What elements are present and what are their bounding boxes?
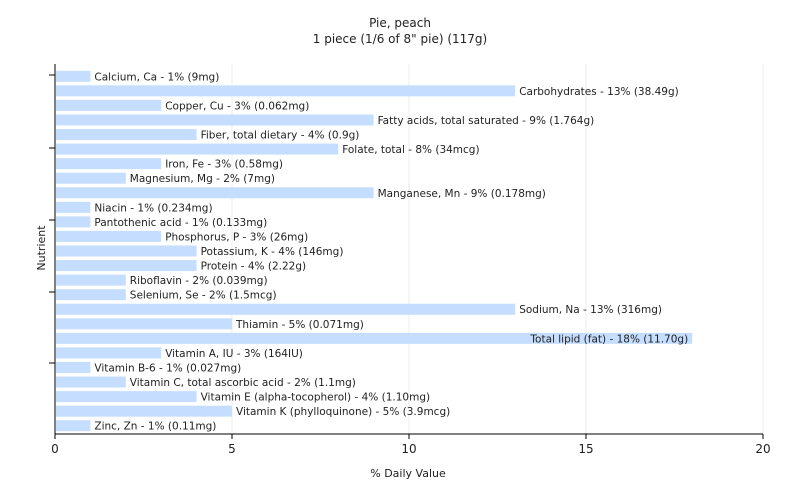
bar-label: Vitamin C, total ascorbic acid - 2% (1.1…: [130, 377, 356, 389]
bar: [56, 129, 197, 141]
bar-label: Phosphorus, P - 3% (26mg): [165, 231, 308, 243]
bar: [56, 332, 693, 344]
x-axis-title: % Daily Value: [370, 467, 446, 480]
bar-label: Vitamin A, IU - 3% (164IU): [165, 348, 303, 360]
bar-label: Sodium, Na - 13% (316mg): [519, 304, 662, 316]
bar-label: Total lipid (fat) - 18% (11.70g): [529, 333, 688, 345]
bar-label: Vitamin E (alpha-tocopherol) - 4% (1.10m…: [201, 392, 431, 404]
bar: [56, 289, 126, 301]
bar: [56, 99, 162, 111]
bar: [56, 318, 232, 330]
bar: [56, 158, 162, 170]
bar: [56, 143, 339, 155]
bar-label: Folate, total - 8% (34mcg): [342, 144, 479, 156]
bar-label: Carbohydrates - 13% (38.49g): [519, 86, 679, 98]
bar: [56, 187, 374, 199]
bar-label: Protein - 4% (2.22g): [201, 261, 307, 273]
bar-label: Fiber, total dietary - 4% (0.9g): [201, 130, 360, 142]
bar-label: Potassium, K - 4% (146mg): [201, 246, 344, 258]
chart-title: Pie, peach: [369, 16, 431, 30]
bar-label: Thiamin - 5% (0.071mg): [235, 319, 364, 331]
bars: Calcium, Ca - 1% (9mg) Carbohydrates - 13…: [56, 70, 693, 433]
bar-label: Zinc, Zn - 1% (0.11mg): [94, 421, 216, 433]
bar-label: Fatty acids, total saturated - 9% (1.764…: [378, 115, 595, 127]
bar-label: Magnesium, Mg - 2% (7mg): [130, 173, 275, 185]
bar: [56, 260, 197, 272]
bar-label: Vitamin K (phylloquinone) - 5% (3.9mcg): [236, 406, 450, 418]
bar: [56, 114, 374, 126]
bar: [56, 376, 126, 388]
bar: [56, 201, 91, 213]
bar-label: Copper, Cu - 3% (0.062mg): [165, 100, 309, 112]
bar: [56, 274, 126, 286]
bar-label: Pantothenic acid - 1% (0.133mg): [94, 217, 267, 229]
bar: [56, 245, 197, 257]
bar: [56, 391, 197, 403]
axes: 0 5 10 15 20: [49, 64, 771, 456]
bar: [56, 216, 91, 228]
bar-label: Manganese, Mn - 9% (0.178mg): [378, 188, 546, 200]
bar: [56, 303, 516, 315]
bar: [56, 405, 232, 417]
grid-lines: [231, 64, 764, 434]
bar: [56, 230, 162, 242]
chart-subtitle: 1 piece (1/6 of 8" pie) (117g): [312, 32, 488, 46]
x-tick-label: 10: [401, 442, 416, 456]
bar: [56, 70, 91, 82]
bar: [56, 347, 162, 359]
bar-label: Riboflavin - 2% (0.039mg): [130, 275, 268, 287]
bar: [56, 172, 126, 184]
bar-label: Calcium, Ca - 1% (9mg): [94, 71, 219, 83]
bar-label: Selenium, Se - 2% (1.5mcg): [130, 290, 277, 302]
x-tick-label: 5: [228, 442, 236, 456]
bar: [56, 361, 91, 373]
x-tick-label: 20: [755, 442, 770, 456]
x-tick-label: 0: [51, 442, 59, 456]
bar: [56, 420, 91, 432]
y-axis-title: Nutrient: [35, 225, 48, 271]
bar-label: Vitamin B-6 - 1% (0.027mg): [94, 362, 241, 374]
x-tick-label: 15: [578, 442, 593, 456]
bar-label: Niacin - 1% (0.234mg): [94, 202, 212, 214]
bar: [56, 85, 516, 97]
bar-label: Iron, Fe - 3% (0.58mg): [165, 159, 283, 171]
